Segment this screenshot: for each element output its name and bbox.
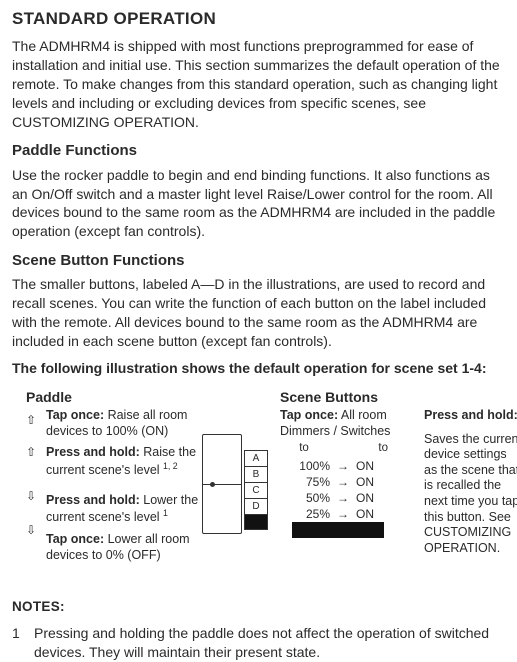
arrow-down-icon: ⇩ [26,488,36,504]
page-title: STANDARD OPERATION [12,8,505,31]
arrow-up-icon: ⇧ [26,412,36,428]
remote-illustration: A B C D [202,434,272,534]
paddle-functions-text: Use the rocker paddle to begin and end b… [12,166,505,242]
arrow-up-icon: ⇧ [26,444,36,460]
illustration-caption: The following illustration shows the def… [12,359,505,378]
scene-column-header: Scene Buttons [280,388,378,407]
intro-paragraph: The ADMHRM4 is shipped with most functio… [12,37,505,131]
diagram: Paddle Scene Buttons ⇧ ⇧ ⇩ ⇩ Tap once: R… [12,388,505,578]
button-a: A [244,450,268,466]
scene-instructions: Tap once: All room Dimmers / Switches to… [280,408,420,456]
arrow-down-icon: ⇩ [26,522,36,538]
paddle-instructions: Tap once: Raise all room devices to 100%… [46,408,206,569]
paddle-functions-heading: Paddle Functions [12,141,505,161]
button-e [244,514,268,530]
button-c: C [244,482,268,498]
note-item: 1 Pressing and holding the paddle does n… [12,624,505,662]
button-b: B [244,466,268,482]
scene-table: 100%→ON 75%→ON 50%→ON 25%→ON [292,458,384,538]
scene-button-functions-text: The smaller buttons, labeled A—D in the … [12,275,505,351]
scene-button-functions-heading: Scene Button Functions [12,251,505,271]
press-hold-instructions: Press and hold: Saves the current device… [424,408,517,557]
button-d: D [244,498,268,514]
notes-heading: NOTES: [12,598,505,616]
paddle-column-header: Paddle [26,388,72,407]
